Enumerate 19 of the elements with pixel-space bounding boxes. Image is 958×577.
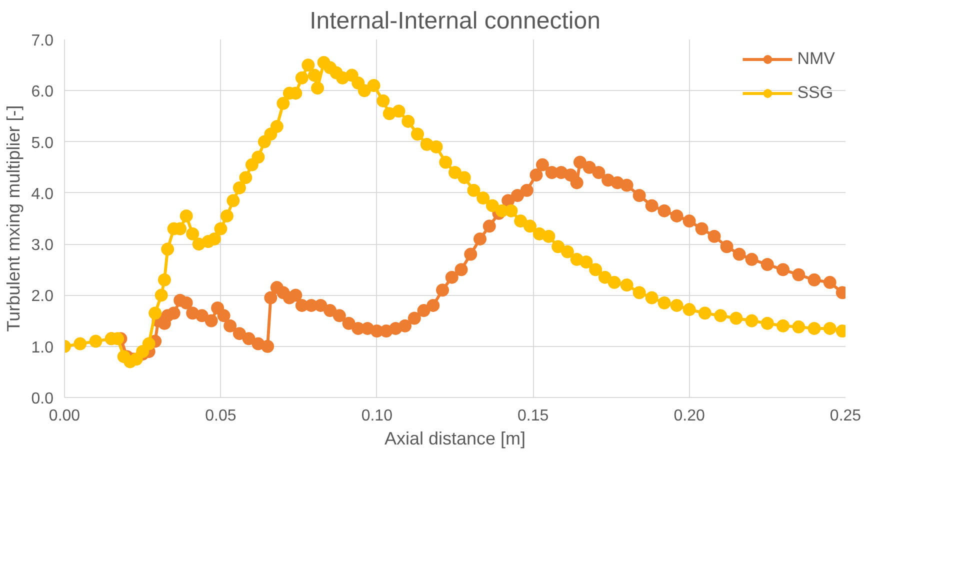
x-tick-label: 0.10: [361, 408, 393, 424]
x-axis-title: Axial distance [m]: [384, 428, 526, 448]
x-tick-label: 0.05: [205, 408, 236, 424]
y-tick-label: 3.0: [31, 237, 54, 254]
y-tick-label: 0.0: [31, 390, 54, 408]
legend-label: SSG: [797, 83, 834, 103]
y-tick-label: 6.0: [31, 84, 54, 101]
legend-label: NMV: [797, 49, 835, 69]
x-tick-label: 0.25: [830, 408, 862, 424]
y-tick-label: 2.0: [31, 288, 54, 306]
x-tick-label: 0.15: [518, 408, 549, 424]
y-tick-label: 4.0: [31, 186, 54, 203]
y-axis-title: Turbulent mxing multiplier [-]: [3, 105, 24, 332]
y-tick-label: 1.0: [31, 339, 54, 356]
y-tick-label: 5.0: [31, 134, 54, 152]
x-tick-label: 0.00: [48, 408, 80, 424]
chart-title: Internal-Internal connection: [310, 8, 600, 34]
y-tick-label: 7.0: [31, 32, 54, 50]
x-tick-label: 0.20: [674, 408, 705, 424]
